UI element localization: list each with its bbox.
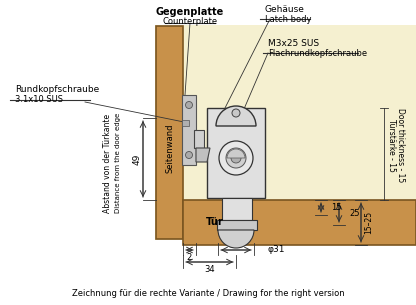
Text: 15–25: 15–25 — [364, 210, 374, 234]
Text: Door thickness - 15: Door thickness - 15 — [396, 108, 406, 182]
Bar — [217, 220, 257, 230]
Circle shape — [186, 102, 193, 109]
Circle shape — [232, 109, 240, 117]
Text: 15: 15 — [331, 203, 342, 213]
Bar — [207, 108, 265, 198]
Text: Abstand von der Türkante: Abstand von der Türkante — [104, 113, 112, 213]
Wedge shape — [218, 230, 254, 248]
Circle shape — [231, 153, 241, 163]
Text: Zeichnung für die rechte Variante / Drawing for the right version: Zeichnung für die rechte Variante / Draw… — [72, 289, 344, 297]
Text: Seitenwand: Seitenwand — [166, 123, 174, 173]
Text: 2: 2 — [186, 253, 192, 263]
Text: φ31: φ31 — [268, 246, 285, 254]
Text: Tür: Tür — [206, 217, 224, 227]
Bar — [155, 25, 416, 240]
Bar — [156, 26, 183, 239]
Circle shape — [219, 141, 253, 175]
Text: Flachrundkopfschraube: Flachrundkopfschraube — [268, 48, 367, 58]
Text: 49: 49 — [133, 153, 141, 165]
Text: Distance from the door edge: Distance from the door edge — [115, 113, 121, 213]
Text: Gehäuse: Gehäuse — [265, 5, 305, 15]
Bar — [222, 198, 252, 220]
Text: M3x25 SUS: M3x25 SUS — [268, 38, 319, 48]
Bar — [194, 130, 204, 148]
Text: Türstärke - 15: Türstärke - 15 — [387, 119, 396, 171]
Text: Gegenplatte: Gegenplatte — [156, 7, 224, 17]
Text: 3.1x10 SUS: 3.1x10 SUS — [15, 95, 63, 105]
Wedge shape — [216, 106, 256, 126]
Text: Rundkopfschraube: Rundkopfschraube — [15, 85, 99, 95]
Circle shape — [226, 148, 246, 168]
Text: Latch body: Latch body — [265, 15, 312, 23]
Text: Counterplate: Counterplate — [162, 17, 218, 27]
Text: 25: 25 — [349, 209, 359, 217]
Bar — [183, 200, 416, 245]
Wedge shape — [227, 149, 245, 158]
Polygon shape — [196, 148, 210, 162]
Bar — [182, 120, 189, 126]
Circle shape — [186, 152, 193, 159]
Text: 34: 34 — [205, 265, 215, 275]
Bar — [182, 95, 196, 165]
